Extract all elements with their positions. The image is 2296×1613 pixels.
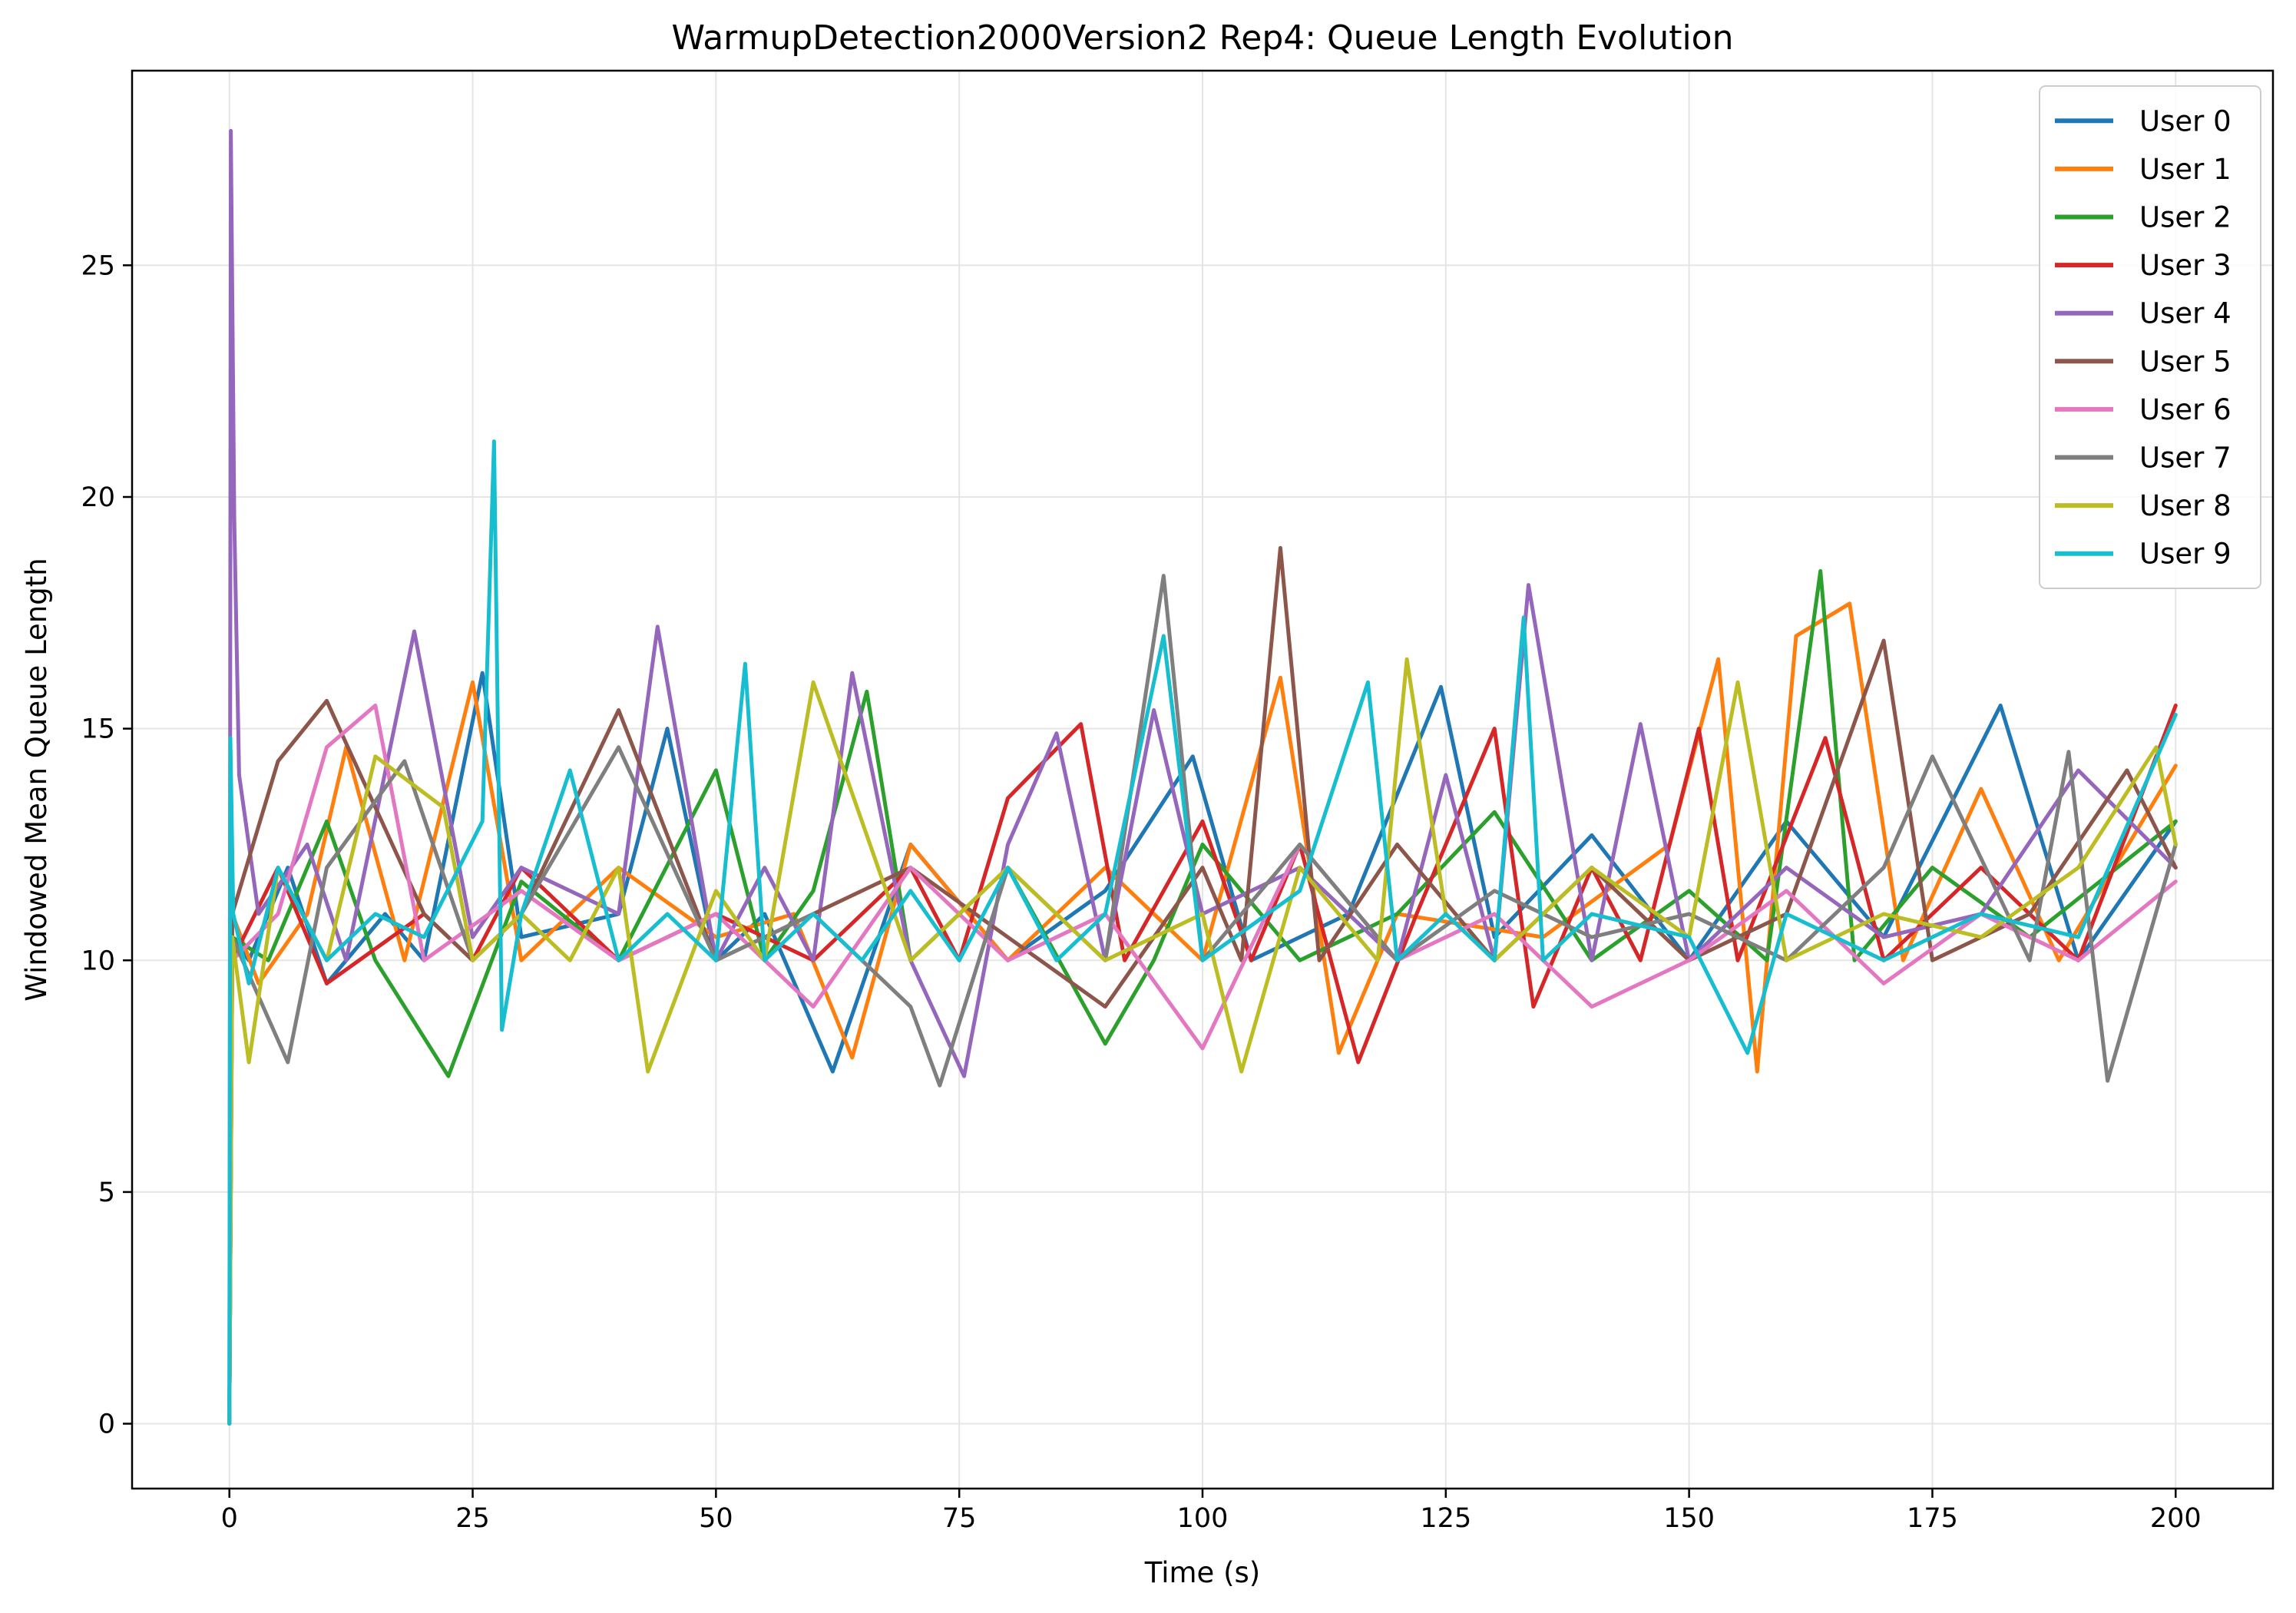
y-tick-label: 15 [81,714,115,745]
x-axis-label: Time (s) [1144,1556,1260,1589]
chart-title: WarmupDetection2000Version2 Rep4: Queue … [672,18,1734,58]
y-tick-label: 25 [81,250,115,281]
x-tick-label: 50 [699,1503,733,1534]
y-tick-label: 0 [98,1409,115,1440]
x-tick-label: 175 [1907,1503,1958,1534]
series-line-user-6 [227,704,2178,1426]
legend-entry-label: User 9 [2139,538,2231,571]
legend-entry-label: User 5 [2139,345,2231,378]
x-tick-label: 25 [455,1503,490,1534]
series-line-user-4 [227,128,2178,1426]
x-tick-label: 200 [2150,1503,2202,1534]
x-tick-label: 150 [1663,1503,1715,1534]
x-tick-label: 0 [221,1503,238,1534]
legend-box [2039,85,2261,589]
series-line-user-8 [227,657,2178,1426]
x-tick-label: 100 [1177,1503,1229,1534]
legend-entry-label: User 6 [2139,393,2231,426]
series-line-user-2 [227,569,2178,1426]
series-line-user-5 [227,545,2178,1426]
y-axis-label: Windowed Mean Queue Length [20,558,53,1001]
legend-entry-label: User 1 [2139,153,2231,186]
series-layer [227,128,2178,1426]
x-tick-label: 75 [942,1503,977,1534]
legend-entry-label: User 2 [2139,201,2231,234]
legend: User 0 User 1 User 2 User 3 User 4 User 5 User… [2039,85,2261,589]
legend-entry-label: User 8 [2139,489,2231,522]
legend-entry-label: User 7 [2139,442,2231,475]
legend-entry-label: User 4 [2139,297,2231,330]
y-tick-label: 5 [98,1177,115,1208]
x-tick-label: 125 [1420,1503,1471,1534]
ticks: 0 25 50 75 100 125 150 175 200 0 5 10 15 20 25 [81,250,2201,1534]
y-tick-label: 20 [81,482,115,513]
y-tick-label: 10 [81,946,115,976]
legend-entry-label: User 3 [2139,249,2231,282]
series-line-user-9 [227,439,2178,1426]
legend-entry-label: User 0 [2139,104,2231,137]
